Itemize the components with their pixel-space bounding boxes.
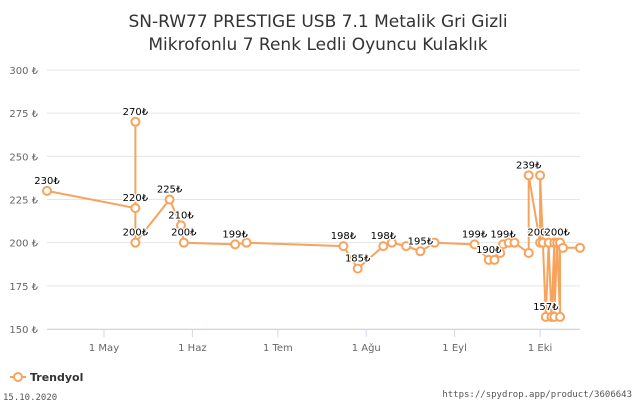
x-axis: 1 May 1 Haz 1 Tem 1 Ağu 1 Eyl 1 Eki bbox=[47, 329, 580, 354]
x-tick-label-0: 1 May bbox=[89, 343, 119, 354]
data-label: 210₺ bbox=[168, 210, 194, 221]
y-tick-label-300: 300 ₺ bbox=[9, 66, 38, 77]
data-point[interactable] bbox=[523, 248, 534, 259]
data-label: 200₺ bbox=[527, 228, 553, 239]
y-tick-label-250: 250 ₺ bbox=[9, 152, 38, 163]
data-point[interactable] bbox=[352, 263, 363, 274]
y-tick-label-175: 175 ₺ bbox=[9, 282, 38, 293]
chart-title-line-2: Mikrofonlu 7 Renk Ledli Oyuncu Kulaklık bbox=[148, 35, 487, 55]
data-point[interactable] bbox=[557, 242, 568, 253]
data-labels: 230₺ 220₺ 270₺ 200₺ 225₺ 210₺ 200₺ 199₺ 198₺ 185₺… bbox=[33, 106, 572, 315]
y-tick-label-150: 150 ₺ bbox=[9, 325, 38, 336]
legend[interactable]: Trendyol bbox=[10, 371, 83, 384]
data-label: 270₺ bbox=[123, 107, 149, 118]
data-label: 190₺ bbox=[476, 245, 502, 256]
data-point[interactable] bbox=[535, 170, 546, 181]
y-tick-label-275: 275 ₺ bbox=[9, 109, 38, 120]
data-point[interactable] bbox=[130, 237, 141, 248]
data-label: 199₺ bbox=[462, 229, 488, 240]
footer-date: 15.10.2020 bbox=[3, 393, 57, 403]
series-line-trendyol bbox=[46, 120, 580, 318]
data-label: 200₺ bbox=[544, 228, 570, 239]
y-axis-tick-labels: 150 ₺ 175 ₺ 200 ₺ 225 ₺ 250 ₺ 275 ₺ 300 ₺ bbox=[9, 66, 38, 336]
data-label: 230₺ bbox=[34, 176, 60, 187]
data-point[interactable] bbox=[241, 237, 252, 248]
data-point[interactable] bbox=[509, 237, 520, 248]
x-tick-label-5: 1 Eki bbox=[528, 343, 552, 354]
data-label: 198₺ bbox=[331, 231, 357, 242]
chart-title-line-1: SN-RW77 PRESTIGE USB 7.1 Metalik Gri Giz… bbox=[128, 12, 507, 32]
data-point[interactable] bbox=[178, 237, 189, 248]
data-point[interactable] bbox=[230, 239, 241, 250]
data-point[interactable] bbox=[415, 246, 426, 257]
data-point[interactable] bbox=[338, 241, 349, 252]
data-point[interactable] bbox=[495, 248, 506, 259]
data-point[interactable] bbox=[555, 311, 566, 322]
series-trendyol bbox=[42, 116, 585, 322]
data-label: 198₺ bbox=[371, 231, 397, 242]
data-label: 157₺ bbox=[533, 302, 559, 313]
data-point[interactable] bbox=[401, 241, 412, 252]
data-label: 195₺ bbox=[408, 236, 434, 247]
data-label: 239₺ bbox=[516, 160, 542, 171]
data-label: 185₺ bbox=[345, 254, 371, 265]
data-label: 199₺ bbox=[222, 229, 248, 240]
data-point[interactable] bbox=[130, 203, 141, 214]
data-point[interactable] bbox=[429, 237, 440, 248]
data-point[interactable] bbox=[42, 185, 52, 196]
data-point[interactable] bbox=[523, 170, 534, 181]
data-point[interactable] bbox=[469, 239, 480, 250]
data-point[interactable] bbox=[489, 254, 500, 265]
x-tick-label-4: 1 Eyl bbox=[442, 343, 467, 354]
data-point[interactable] bbox=[378, 241, 389, 252]
x-tick-label-2: 1 Tem bbox=[263, 343, 293, 354]
data-label: 225₺ bbox=[157, 185, 183, 196]
footer-url[interactable]: https://spydrop.app/product/3606643 bbox=[442, 390, 632, 400]
y-tick-label-200: 200 ₺ bbox=[9, 239, 38, 250]
data-point[interactable] bbox=[164, 194, 175, 205]
data-point[interactable] bbox=[386, 237, 397, 248]
data-label: 200₺ bbox=[123, 228, 149, 239]
legend-marker-icon bbox=[13, 372, 23, 382]
x-tick-label-3: 1 Ağu bbox=[352, 342, 381, 354]
data-point[interactable] bbox=[130, 116, 141, 127]
x-tick-label-1: 1 Haz bbox=[178, 343, 206, 354]
data-point[interactable] bbox=[575, 242, 585, 253]
data-label: 220₺ bbox=[123, 193, 149, 204]
data-label: 200₺ bbox=[171, 228, 197, 239]
data-label: 199₺ bbox=[490, 229, 516, 240]
legend-item-trendyol[interactable]: Trendyol bbox=[30, 371, 83, 384]
y-tick-label-225: 225 ₺ bbox=[9, 196, 38, 207]
data-point[interactable] bbox=[175, 220, 186, 231]
